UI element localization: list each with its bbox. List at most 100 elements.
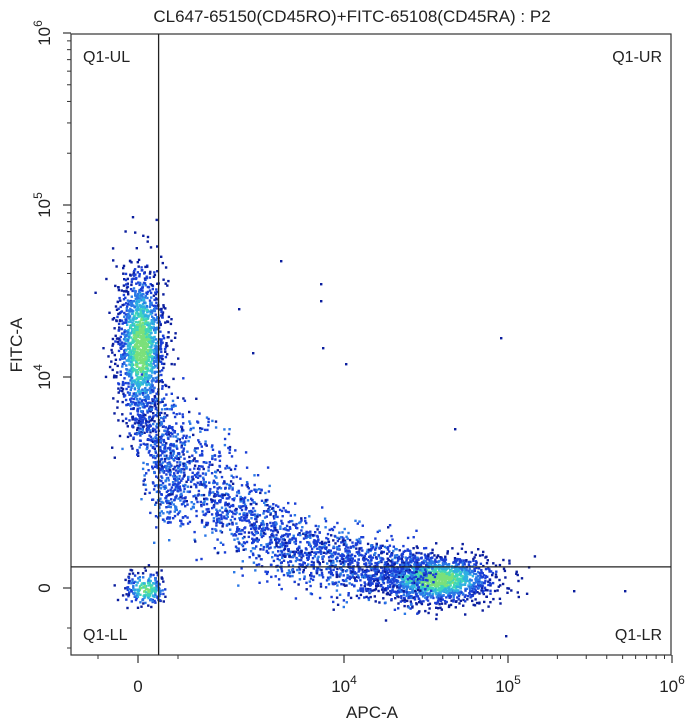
event-point [267,528,270,531]
event-point [152,294,156,297]
event-point [147,577,151,580]
event-point [140,340,143,343]
event-point [457,583,461,586]
event-point [389,555,392,558]
event-point [429,589,433,592]
event-point [111,318,114,321]
event-point [224,504,227,507]
event-point [205,484,208,488]
event-point [214,528,217,531]
event-point [135,418,139,421]
event-point [293,552,296,556]
event-point [275,543,278,546]
event-point [313,539,316,542]
event-point [138,333,141,336]
event-point [274,515,277,518]
event-point [130,590,133,593]
event-point [127,373,130,376]
event-point [407,569,410,572]
event-point [240,500,244,503]
event-point [130,407,133,411]
event-point [251,547,255,550]
event-point [402,561,406,565]
event-point [317,560,320,564]
event-point [388,564,391,567]
event-point [298,521,301,525]
event-point [354,542,358,545]
event-point [390,567,393,570]
event-point [240,516,243,519]
event-point [126,606,129,610]
event-point [213,481,216,484]
event-point [357,574,360,577]
event-point [319,541,322,545]
event-point [357,596,361,600]
event-point [149,283,152,286]
event-point [132,304,135,307]
event-point [382,550,385,554]
event-point [375,557,378,560]
event-point [119,335,122,339]
event-point [147,358,150,361]
event-point [386,548,390,551]
event-point [309,574,312,577]
event-point [274,510,277,514]
event-point [219,541,223,544]
event-point [141,309,144,313]
event-point [127,385,130,388]
event-point [497,585,500,588]
event-point [148,589,151,593]
event-point [480,585,483,588]
event-point [136,390,140,393]
event-point [117,391,120,394]
event-point [134,402,137,405]
event-point [437,592,440,595]
event-point [135,331,138,334]
event-point [241,537,245,540]
event-point [342,537,345,540]
event-point [137,315,140,318]
event-point [266,504,269,507]
event-point [220,515,223,518]
event-point [423,591,427,594]
event-point [287,561,290,564]
event-point [112,317,116,320]
event-point [149,349,152,352]
event-point [135,297,139,300]
event-point [234,449,237,452]
event-point [366,589,370,592]
event-point [200,465,203,468]
event-point [178,470,182,473]
event-point [166,284,169,287]
event-point [445,600,448,604]
event-point [161,261,164,265]
event-point [243,531,246,534]
event-point [148,338,151,341]
event-point [207,469,210,472]
event-point [453,589,456,592]
event-point [452,598,455,601]
event-point [236,526,239,529]
event-point [264,491,267,495]
event-point [405,590,408,594]
event-point [418,562,422,565]
event-point [210,498,213,501]
event-point [142,370,145,373]
event-point [277,540,281,543]
event-point [142,312,145,316]
event-point [132,271,136,274]
event-point [429,559,433,562]
event-point [156,316,159,319]
event-point [144,370,147,374]
event-point [428,594,431,597]
event-point [211,506,214,510]
event-point [149,365,152,368]
event-point [195,484,198,487]
event-point [446,550,449,553]
event-point [361,590,365,593]
event-point [464,589,467,592]
event-point [148,323,151,326]
event-point [137,306,140,309]
event-point [149,322,153,325]
event-point [383,570,387,573]
